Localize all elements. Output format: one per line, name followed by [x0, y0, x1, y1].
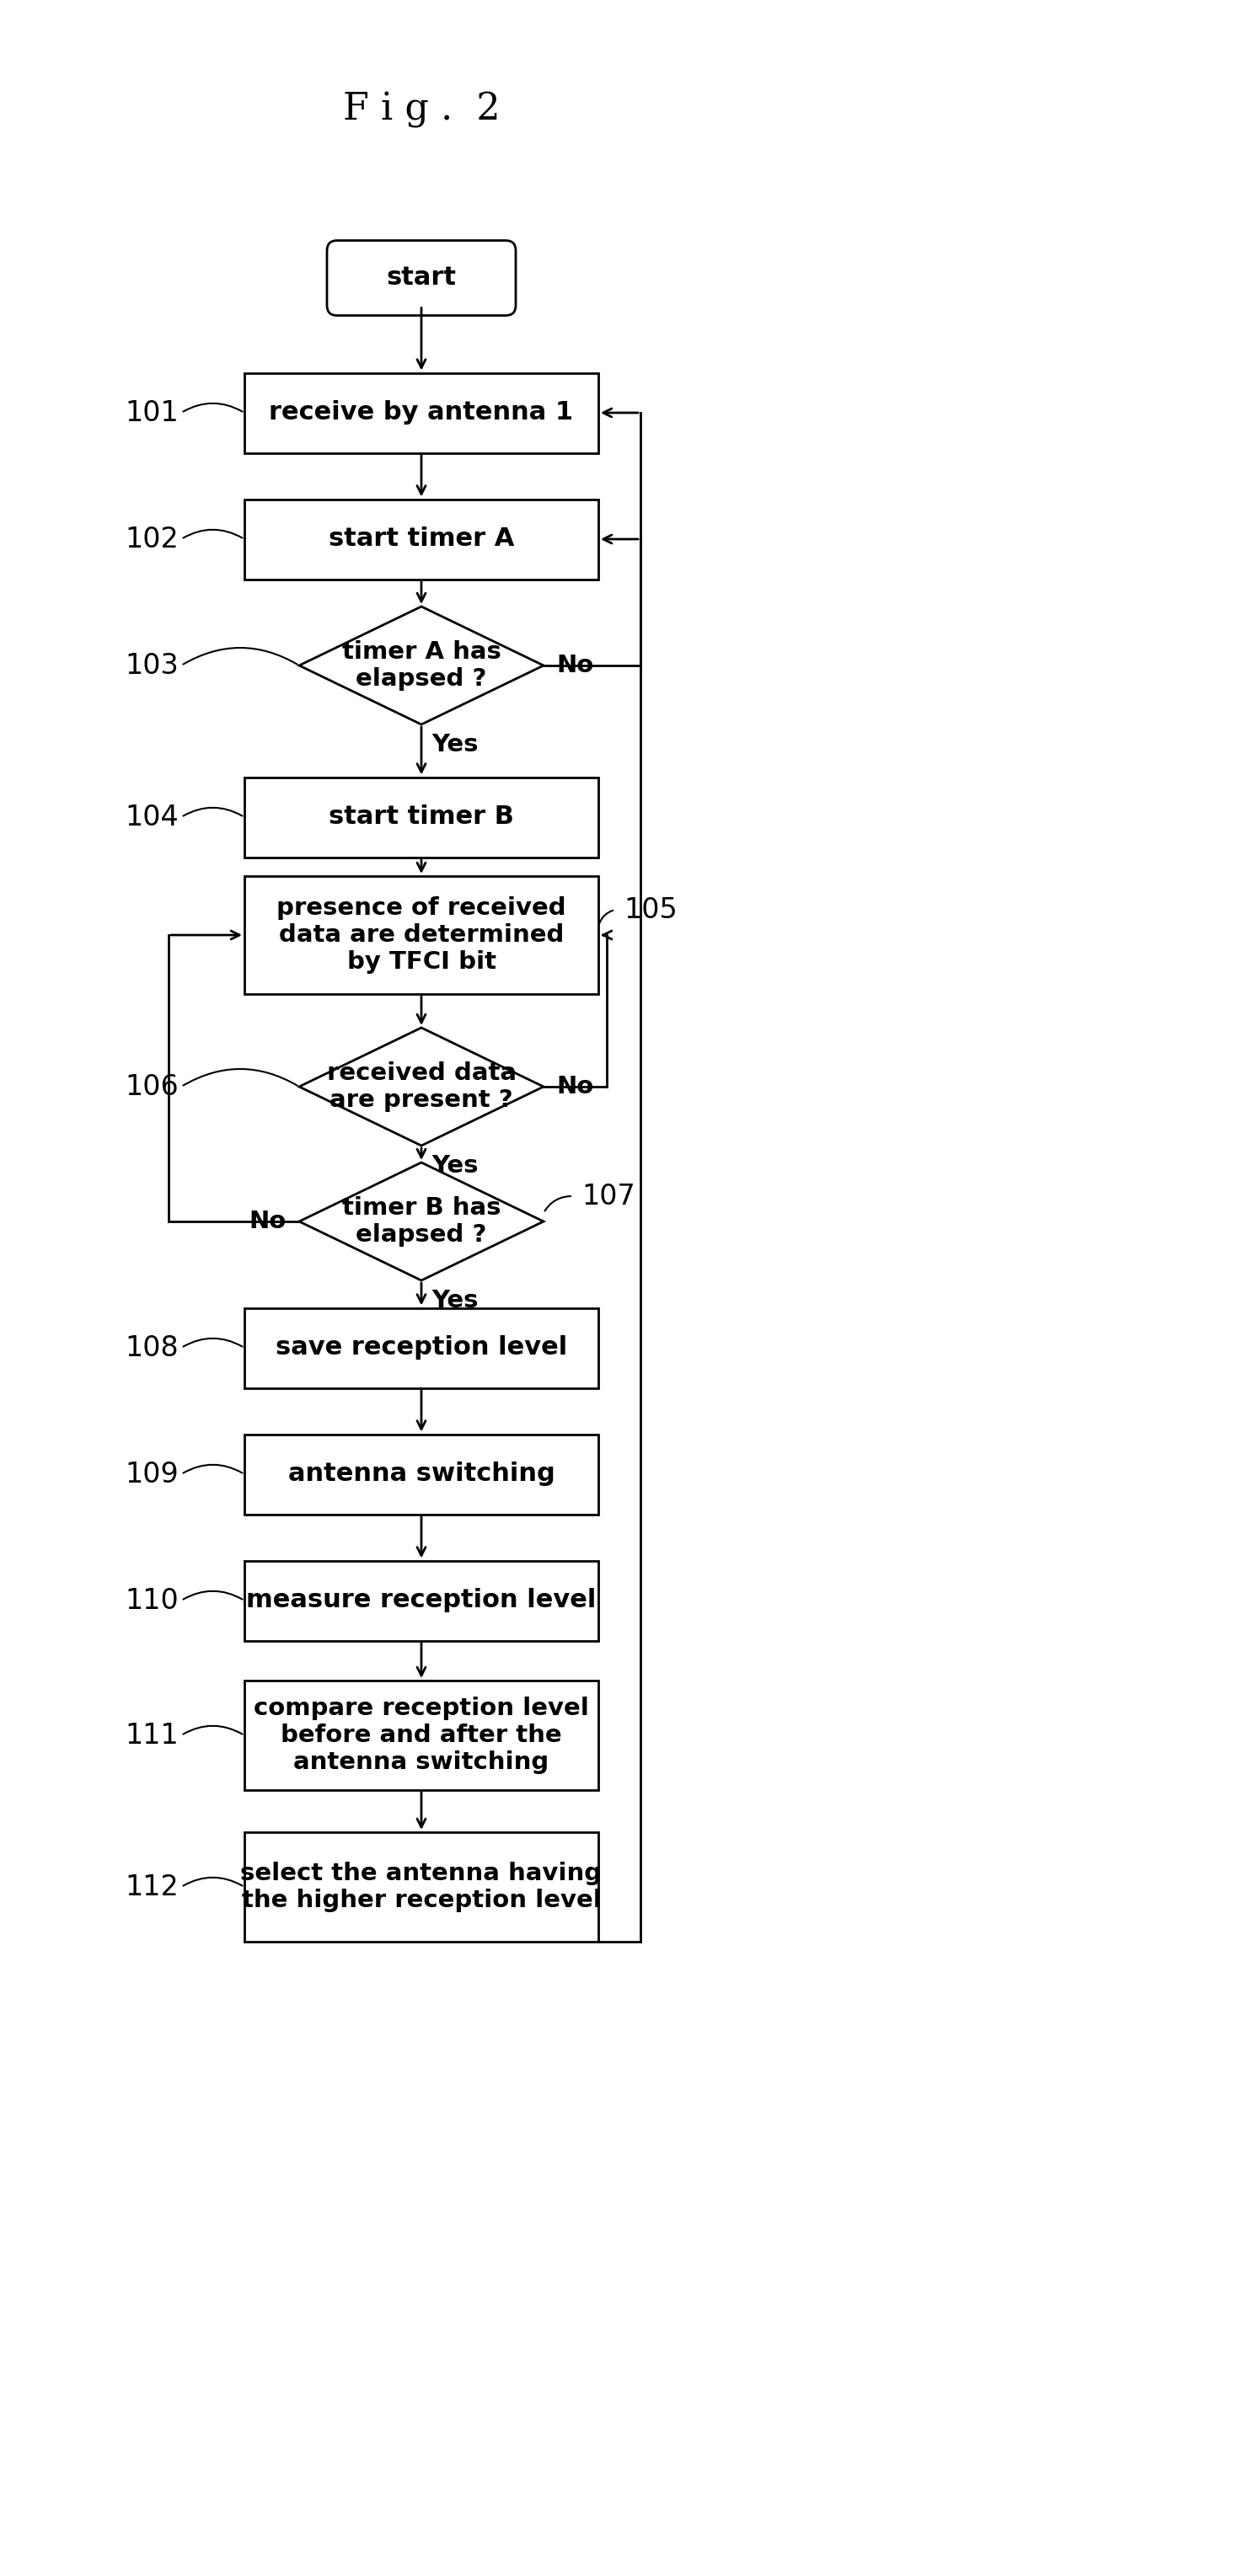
Text: 107: 107 — [582, 1182, 635, 1211]
Text: timer A has
elapsed ?: timer A has elapsed ? — [342, 639, 501, 690]
Polygon shape — [300, 1028, 543, 1146]
Bar — [245, 1309, 598, 1388]
Text: Yes: Yes — [431, 732, 479, 757]
Text: 101: 101 — [124, 399, 179, 428]
Text: receive by antenna 1: receive by antenna 1 — [270, 399, 573, 425]
Text: 109: 109 — [124, 1461, 179, 1489]
Polygon shape — [300, 605, 543, 724]
Text: 104: 104 — [124, 804, 179, 832]
Bar — [245, 374, 598, 453]
Text: 102: 102 — [124, 526, 179, 554]
Text: start timer B: start timer B — [328, 804, 515, 829]
Text: 111: 111 — [124, 1721, 179, 1749]
Bar — [245, 1435, 598, 1515]
Bar — [245, 1680, 598, 1790]
Text: 103: 103 — [124, 652, 179, 680]
Text: timer B has
elapsed ?: timer B has elapsed ? — [342, 1195, 501, 1247]
Bar — [245, 1832, 598, 1942]
Text: 112: 112 — [124, 1873, 179, 1901]
Bar — [245, 876, 598, 994]
Text: select the antenna having
the higher reception level: select the antenna having the higher rec… — [241, 1862, 602, 1911]
Text: No: No — [250, 1211, 287, 1234]
Text: Yes: Yes — [431, 1288, 479, 1311]
Text: No: No — [556, 654, 593, 677]
Text: start: start — [387, 265, 456, 291]
Text: start timer A: start timer A — [328, 528, 515, 551]
Text: received data
are present ?: received data are present ? — [327, 1061, 516, 1113]
Text: measure reception level: measure reception level — [246, 1589, 597, 1613]
Text: 106: 106 — [124, 1072, 179, 1100]
Bar — [245, 1561, 598, 1641]
Text: F i g .  2: F i g . 2 — [343, 90, 500, 129]
Bar — [245, 778, 598, 858]
Text: Yes: Yes — [431, 1154, 479, 1177]
Text: compare reception level
before and after the
antenna switching: compare reception level before and after… — [254, 1695, 589, 1775]
Text: 110: 110 — [124, 1587, 179, 1615]
Text: 108: 108 — [124, 1334, 179, 1363]
Polygon shape — [300, 1162, 543, 1280]
Text: save reception level: save reception level — [276, 1334, 567, 1360]
Text: antenna switching: antenna switching — [288, 1463, 554, 1486]
Text: presence of received
data are determined
by TFCI bit: presence of received data are determined… — [276, 896, 566, 974]
FancyBboxPatch shape — [327, 240, 516, 314]
Text: No: No — [556, 1074, 593, 1097]
Text: 105: 105 — [624, 896, 677, 925]
Bar — [245, 500, 598, 580]
